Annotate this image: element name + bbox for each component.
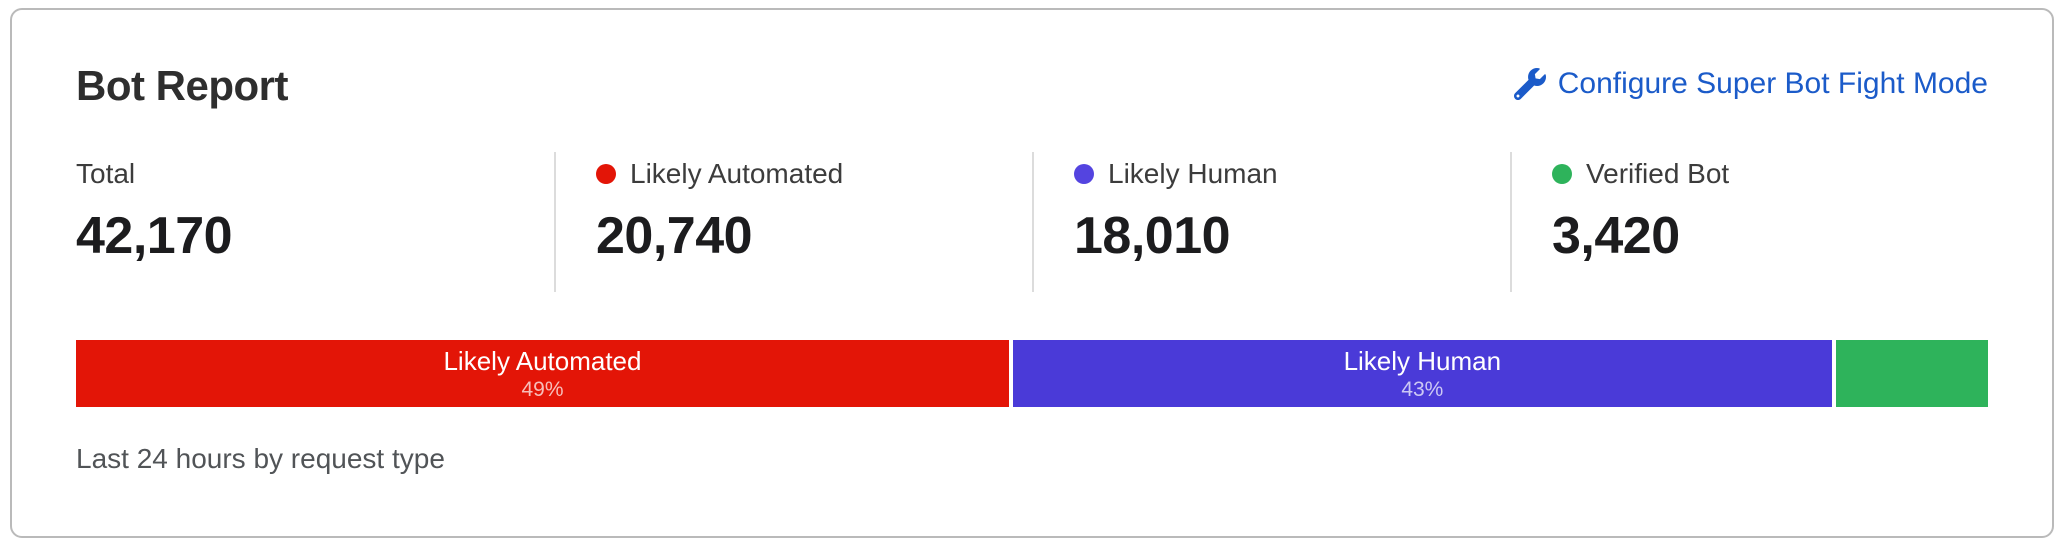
configure-super-bot-fight-mode-link[interactable]: Configure Super Bot Fight Mode [1513,66,1988,102]
stat-label: Verified Bot [1586,158,1730,190]
bar-segment-likely-automated: Likely Automated 49% [76,340,1009,408]
stat-value: 42,170 [76,207,233,266]
stat-label: Total [76,158,136,190]
verified-bot-dot-icon [1552,164,1572,185]
page-title: Bot Report [76,62,288,109]
segment-label: Likely Automated [443,345,642,376]
likely-automated-dot-icon [596,164,616,185]
wrench-icon [1513,68,1546,100]
segment-label: Likely Human [1343,345,1502,376]
bar-segment-likely-human: Likely Human 43% [1012,340,1832,408]
stat-label: Likely Automated [630,158,844,190]
stat-verified-bot: Verified Bot 3,420 [1510,152,1988,293]
stacked-bar-chart: Likely Automated 49% Likely Human 43% [76,340,1988,408]
bot-report-card: Bot Report Configure Super Bot Fight Mod… [10,8,2054,538]
segment-percentage: 43% [1401,378,1444,402]
stat-total: Total 42,170 [76,152,554,292]
stat-likely-human: Likely Human 18,010 [1032,152,1510,293]
footnote: Last 24 hours by request type [76,443,445,475]
stat-likely-automated: Likely Automated 20,740 [554,152,1032,293]
bar-segment-verified-bot [1835,340,1988,408]
stat-value: 3,420 [1552,207,1680,266]
segment-percentage: 49% [521,378,564,402]
likely-human-dot-icon [1074,164,1094,185]
stat-value: 20,740 [596,207,753,266]
stat-value: 18,010 [1074,207,1231,266]
configure-link-label: Configure Super Bot Fight Mode [1557,67,1988,100]
stat-label: Likely Human [1108,158,1278,190]
card-header: Bot Report Configure Super Bot Fight Mod… [76,62,1988,110]
stats-row: Total 42,170 Likely Automated 20,740 Lik… [76,152,1988,293]
